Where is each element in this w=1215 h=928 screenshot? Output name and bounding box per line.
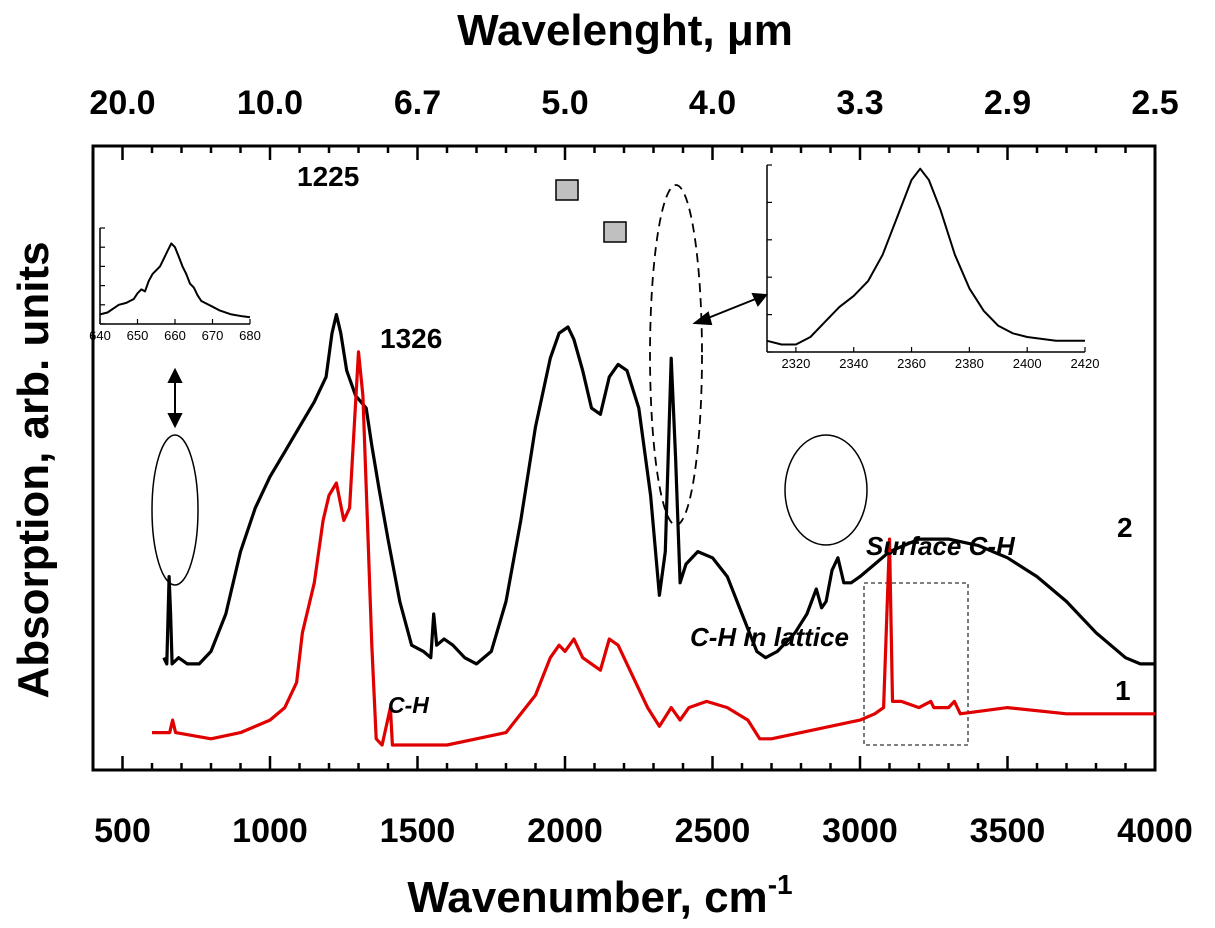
annotation-ch: C-H xyxy=(388,692,429,718)
marker-box-lattice xyxy=(863,582,969,746)
x-axis-title: Wavenumber, cm-1 xyxy=(407,869,792,922)
top-tick-labels: 20.0 10.0 6.7 5.0 4.0 3.3 2.9 2.5 xyxy=(89,84,1178,122)
annotation-ch-lattice: C-H in lattice xyxy=(690,622,849,652)
series-line-2 xyxy=(162,312,1155,666)
inset-x-tick-label: 2420 xyxy=(1071,356,1100,371)
inset-x-tick-label: 2320 xyxy=(781,356,810,371)
annotation-1225: 1225 xyxy=(297,161,359,192)
inset-x-tick-label: 680 xyxy=(239,328,261,343)
top-axis-title: Wavelenght, μm xyxy=(457,6,793,55)
top-tick-label: 2.9 xyxy=(984,84,1031,122)
series-line-1 xyxy=(152,350,1155,747)
top-tick-label: 4.0 xyxy=(689,84,736,122)
inset-right: 2320 2340 2360 2380 2400 2420 xyxy=(766,164,1100,371)
annotation-1326: 1326 xyxy=(380,323,442,354)
marker-ellipse-658 xyxy=(151,434,199,586)
x-tick-label: 2000 xyxy=(527,812,603,850)
series-layer xyxy=(152,312,1155,747)
inset-x-tick-label: 640 xyxy=(89,328,111,343)
double-arrow-right xyxy=(692,292,768,326)
x-tick-label: 1500 xyxy=(380,812,456,850)
y-axis-title: Absorption, arb. units xyxy=(9,241,58,698)
double-arrow-left xyxy=(167,367,183,429)
grey-square-marker xyxy=(603,221,627,243)
top-tick-label: 20.0 xyxy=(89,84,155,122)
x-tick-label: 2500 xyxy=(675,812,751,850)
x-axis-title-main: Wavenumber, cm xyxy=(407,873,767,922)
inset-x-tick-label: 650 xyxy=(127,328,149,343)
x-tick-label: 500 xyxy=(94,812,151,850)
x-tick-label: 3000 xyxy=(822,812,898,850)
inset-left: 640 650 660 670 680 xyxy=(89,227,261,343)
annotation-surface-ch: Surface C-H xyxy=(866,531,1016,561)
top-tick-label: 10.0 xyxy=(237,84,303,122)
grey-square-marker xyxy=(555,179,579,201)
top-tick-label: 5.0 xyxy=(541,84,588,122)
series-label-2: 2 xyxy=(1117,512,1133,543)
x-tick-label: 1000 xyxy=(232,812,308,850)
inset-x-tick-label: 670 xyxy=(202,328,224,343)
axis-ticks xyxy=(121,146,1157,770)
inset-x-tick-label: 2380 xyxy=(955,356,984,371)
inset-series-line xyxy=(766,167,1085,346)
top-tick-label: 3.3 xyxy=(836,84,883,122)
marker-ellipse-2360 xyxy=(649,184,703,526)
inset-x-tick-label: 2400 xyxy=(1013,356,1042,371)
top-tick-label: 6.7 xyxy=(394,84,441,122)
top-tick-label: 2.5 xyxy=(1131,84,1178,122)
series-label-1: 1 xyxy=(1115,675,1131,706)
x-tick-label: 4000 xyxy=(1117,812,1193,850)
inset-x-tick-label: 2340 xyxy=(839,356,868,371)
inset-x-tick-label: 2360 xyxy=(897,356,926,371)
inset-series-line xyxy=(99,242,251,319)
bottom-tick-labels: 500 1000 1500 2000 2500 3000 3500 4000 xyxy=(94,812,1193,850)
x-axis-title-superscript: -1 xyxy=(768,869,793,900)
marker-ellipse-surface xyxy=(784,434,868,546)
x-tick-label: 3500 xyxy=(970,812,1046,850)
inset-x-tick-label: 660 xyxy=(164,328,186,343)
